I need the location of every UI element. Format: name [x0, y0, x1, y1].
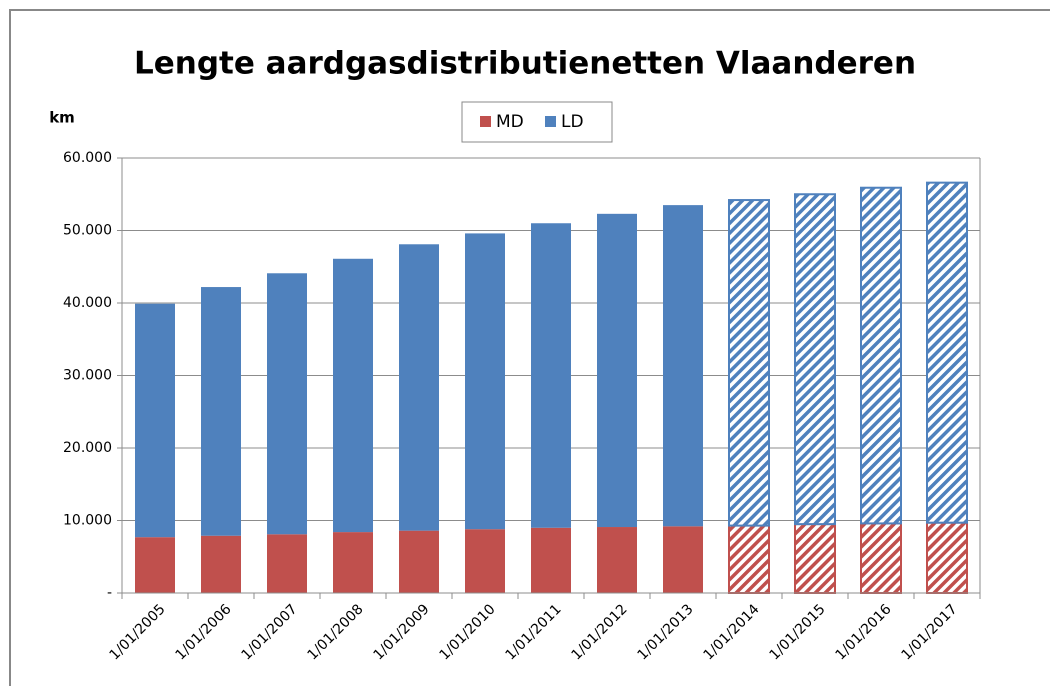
bar — [663, 205, 703, 527]
y-tick-label: - — [107, 585, 112, 601]
bar — [201, 535, 241, 593]
bar — [794, 193, 836, 526]
bar — [399, 530, 439, 593]
bar — [465, 529, 505, 593]
bar — [926, 521, 968, 594]
bar — [860, 186, 902, 525]
x-tick-label: 1/01/2008 — [305, 601, 367, 663]
x-tick-label: 1/01/2012 — [569, 601, 631, 663]
bar — [135, 537, 175, 593]
chart-border — [9, 9, 1050, 686]
y-tick-label: 40.000 — [63, 295, 112, 311]
y-tick-label: 20.000 — [63, 440, 112, 456]
x-tick-label: 1/01/2006 — [173, 601, 235, 663]
bar — [728, 524, 770, 595]
y-axis-label: km — [49, 109, 75, 127]
bar — [531, 223, 571, 528]
legend-label: LD — [561, 112, 584, 132]
x-tick-label: 1/01/2017 — [899, 601, 961, 663]
y-tick-label: 60.000 — [63, 150, 112, 166]
y-tick-label: 50.000 — [63, 223, 112, 239]
bar — [333, 258, 373, 533]
x-tick-label: 1/01/2013 — [635, 601, 697, 663]
bar — [531, 527, 571, 593]
y-tick-label: 30.000 — [63, 368, 112, 384]
chart-title: Lengte aardgasdistributienetten Vlaander… — [134, 46, 916, 82]
legend-swatch — [480, 116, 491, 127]
bar — [794, 523, 836, 594]
bar — [728, 199, 770, 527]
bar — [333, 532, 373, 593]
legend-swatch — [545, 116, 556, 127]
x-tick-label: 1/01/2005 — [107, 601, 169, 663]
x-tick-label: 1/01/2007 — [239, 601, 301, 663]
x-tick-label: 1/01/2009 — [371, 601, 433, 663]
y-tick-label: 10.000 — [63, 513, 112, 529]
bar — [267, 273, 307, 535]
bar — [135, 303, 175, 538]
x-tick-label: 1/01/2011 — [503, 601, 565, 663]
x-tick-label: 1/01/2014 — [701, 601, 763, 663]
bar — [267, 534, 307, 593]
bar — [597, 527, 637, 593]
x-tick-label: 1/01/2015 — [767, 601, 829, 663]
bar — [465, 233, 505, 530]
bar — [926, 181, 968, 524]
bar — [597, 213, 637, 528]
x-tick-label: 1/01/2010 — [437, 601, 499, 663]
x-tick-label: 1/01/2016 — [833, 601, 895, 663]
bar — [860, 522, 902, 595]
bar — [663, 526, 703, 593]
bar — [399, 244, 439, 531]
legend-label: MD — [496, 112, 524, 132]
bar — [201, 287, 241, 536]
